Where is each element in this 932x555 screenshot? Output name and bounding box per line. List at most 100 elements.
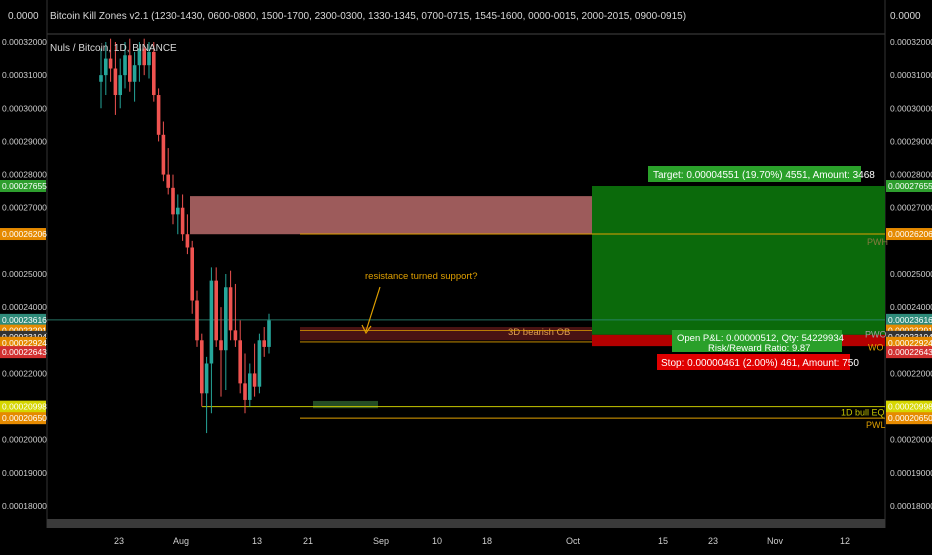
candle-body (233, 330, 238, 341)
bearish-ob-label: 3D bearish OB (508, 327, 570, 338)
y-tick-label-right: 0.00024000 (890, 302, 932, 312)
price-tag-left: 0.00026206 (2, 229, 47, 239)
bull-small-zone (313, 400, 378, 409)
y-tick-label-left: 0.00022000 (2, 368, 47, 378)
x-tick-label: 23 (114, 536, 124, 546)
price-tag-right: 0.00026206 (888, 229, 932, 239)
price-tag-right: 0.00022643 (888, 347, 932, 357)
price-tag-right: 0.00022924 (888, 338, 932, 348)
candle-body (257, 340, 262, 387)
candle-body (99, 75, 103, 82)
x-tick-label: 21 (303, 536, 313, 546)
pnl-label-bg (672, 330, 842, 352)
candle-body (180, 207, 185, 235)
candle-body (108, 58, 113, 69)
y-tick-label-right: 0.00019000 (890, 468, 932, 478)
candle-body (195, 300, 199, 341)
y-tick-label-left: 0.00032000 (2, 37, 47, 47)
target-label-bg (648, 166, 861, 182)
candle-body (176, 207, 180, 215)
price-tag-right: 0.00020650 (888, 413, 932, 423)
price-tag-right-bg (886, 180, 932, 193)
candle-body (118, 75, 122, 96)
candle-body (156, 95, 161, 135)
candle-body (137, 48, 142, 66)
x-tick-label: 12 (840, 536, 850, 546)
price-tag-right: 0.00023616 (888, 315, 932, 325)
price-tag-left-bg (0, 228, 46, 241)
y-tick-label-right: 0.00022000 (890, 368, 932, 378)
y-tick-label-left: 0.00029000 (2, 136, 47, 146)
y-tick-label-right: 0.00020000 (890, 435, 932, 445)
x-tick-label: 13 (252, 536, 262, 546)
target-zone (592, 186, 885, 335)
level-tag: 1D bull EQ (841, 408, 885, 418)
candle-body (152, 51, 156, 96)
indicator-left-value: 0.0000 (8, 11, 39, 22)
y-tick-label-right: 0.00025000 (890, 269, 932, 279)
candle-body (200, 340, 204, 394)
symbol-title: Nuls / Bitcoin, 1D, BINANCE (50, 43, 177, 54)
y-tick-label-left: 0.00030000 (2, 103, 47, 113)
y-tick-label-right: 0.00030000 (890, 103, 932, 113)
price-tag-right-bg (886, 228, 932, 241)
candle-body (123, 55, 127, 76)
y-tick-label-left: 0.00020000 (2, 435, 47, 445)
price-tag-right-bg (886, 400, 932, 413)
candle-body (248, 373, 252, 400)
rr-label: Risk/Reward Ratio: 9.87 (708, 343, 810, 354)
y-tick-label-right: 0.00028000 (890, 170, 932, 180)
x-tick-label: 10 (432, 536, 442, 546)
candle-body (204, 363, 209, 394)
y-tick-label-right: 0.00029000 (890, 136, 932, 146)
y-tick-label-left: 0.00028000 (2, 170, 47, 180)
price-tag-right-bg (886, 346, 932, 359)
x-tick-label: 15 (658, 536, 668, 546)
y-tick-label-left: 0.00024000 (2, 302, 47, 312)
y-tick-label-left: 0.00019000 (2, 468, 47, 478)
y-tick-label-left: 0.00027000 (2, 203, 47, 213)
candle-body (190, 247, 194, 301)
x-tick-label: Oct (566, 536, 581, 546)
x-tick-label: 23 (708, 536, 718, 546)
candle-body (185, 234, 190, 248)
y-tick-label-right: 0.00032000 (890, 37, 932, 47)
price-tag-left: 0.00022924 (2, 338, 47, 348)
annotation-arrow (365, 286, 381, 332)
price-tag-left-bg (0, 313, 46, 326)
price-tag-left-bg (0, 336, 46, 349)
candle-body (142, 48, 146, 66)
price-tag-right: 0.00020998 (888, 402, 932, 412)
y-tick-label-left: 0.00018000 (2, 501, 47, 511)
volume-strip (47, 519, 885, 528)
candle-body (214, 280, 218, 341)
level-tag: PWL (866, 420, 886, 430)
candle-body (224, 287, 228, 351)
y-tick-label-right: 0.00018000 (890, 501, 932, 511)
target-label: Target: 0.00004551 (19.70%) 4551, Amount… (653, 170, 875, 181)
candle-body (128, 55, 132, 82)
price-tag-left-bg (0, 180, 46, 193)
level-tag: PWH (867, 237, 888, 247)
level-tag: WO (868, 342, 884, 352)
pnl-label: Open P&L: 0.00000512, Qty: 54229934 (677, 333, 844, 344)
candle-body (243, 383, 247, 400)
candle-body (113, 68, 118, 96)
x-tick-label: Sep (373, 536, 389, 546)
price-tag-right: 0.00023291 (888, 326, 932, 336)
annotation-arrowhead (361, 324, 372, 335)
price-tag-left: 0.00023616 (2, 315, 47, 325)
y-tick-label-left: 0.00031000 (2, 70, 47, 80)
indicator-right-value: 0.0000 (890, 11, 921, 22)
candle-body (166, 174, 170, 188)
price-tag-left: 0.00027655 (2, 181, 47, 191)
level-tag: PWO (865, 329, 887, 339)
candle-body (132, 65, 137, 82)
candle-body (219, 340, 223, 351)
y-tick-label-right: 0.00031000 (890, 70, 932, 80)
x-tick-label: Nov (767, 536, 784, 546)
annotation-text: resistance turned support? (365, 271, 477, 282)
price-tag-left-bg (0, 412, 46, 425)
